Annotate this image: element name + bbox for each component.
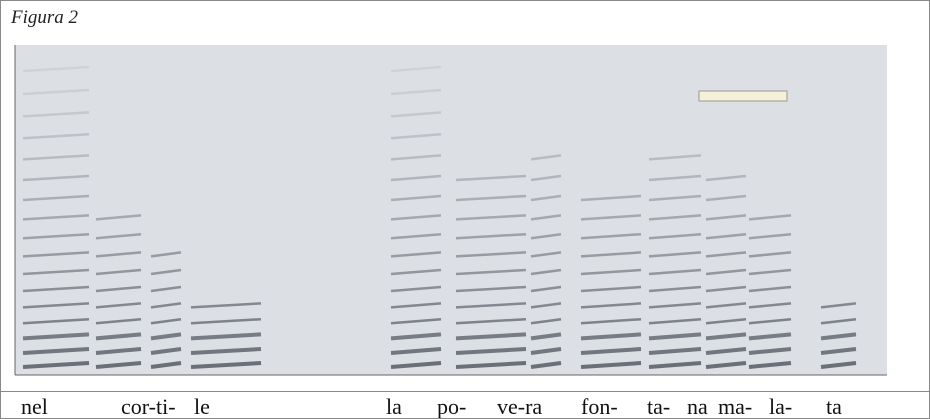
figure: Figura 2 nelcor-ti-lelapo-ve-rafon-ta-na… [0, 0, 930, 419]
syllable: la [386, 394, 402, 419]
syllable: fon- [581, 394, 618, 419]
syllable: le [194, 394, 210, 419]
syllable: ve-ra [497, 394, 542, 419]
syllable: cor-ti- [121, 394, 176, 419]
spectrogram [1, 1, 929, 391]
syllable: nel [21, 394, 48, 419]
syllable: ta- [647, 394, 670, 419]
syllable: na [687, 394, 708, 419]
syllable-row: nel cor-ti-le la po-ve-ra fon-ta-na ma-la-ta [1, 391, 929, 419]
cursor-label [699, 91, 787, 101]
syllable: po- [437, 394, 466, 419]
syllable: ta [826, 394, 842, 419]
syllable: ma- [718, 394, 752, 419]
syllable: la- [769, 394, 792, 419]
